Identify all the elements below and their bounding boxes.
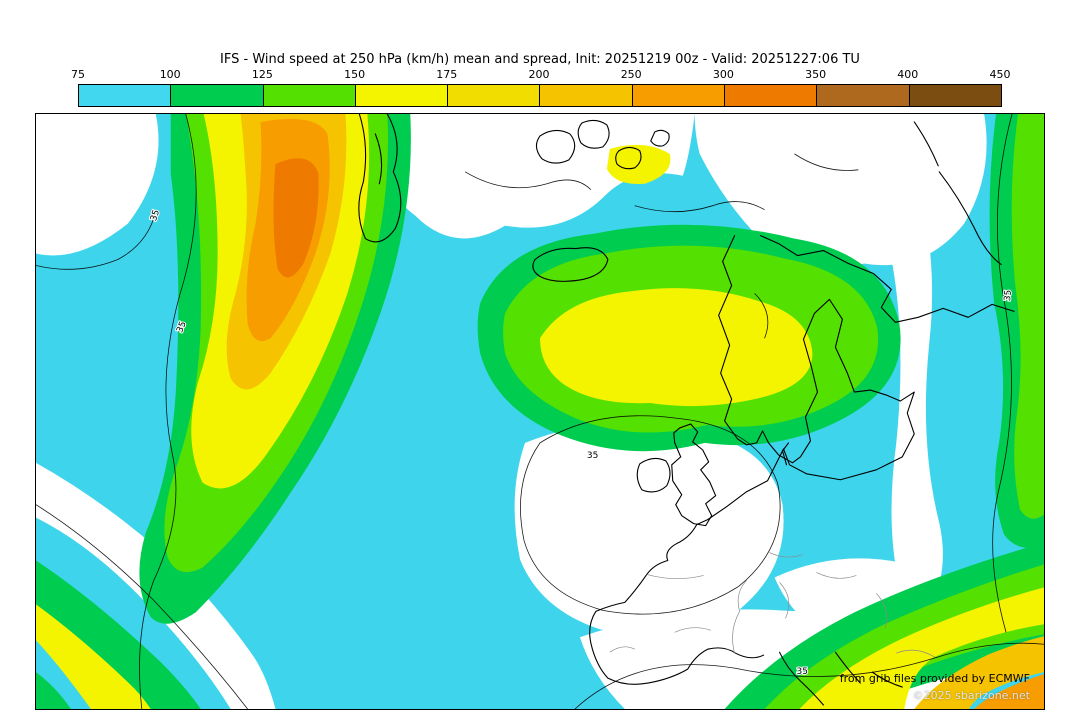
coastline-layer bbox=[358, 114, 1015, 706]
colorbar-tick: 150 bbox=[344, 68, 366, 81]
colorbar-tick: 75 bbox=[71, 68, 85, 81]
wind-fill-layer bbox=[36, 114, 1044, 709]
map-frame: 35 35 35 35 35 from grib files provided … bbox=[35, 113, 1045, 710]
colorbar-tick: 300 bbox=[712, 68, 734, 81]
credits-line-2: ©2025 sbarizone.net bbox=[912, 689, 1030, 702]
contour-labels: 35 35 35 35 35 bbox=[148, 208, 1015, 678]
colorbar-cell bbox=[540, 85, 633, 106]
colorbar-tick: 400 bbox=[897, 68, 919, 81]
contour-line-layer bbox=[36, 114, 1044, 709]
map-svg: 35 35 35 35 35 bbox=[36, 114, 1044, 709]
colorbar-tick: 100 bbox=[159, 68, 181, 81]
colorbar-cell bbox=[171, 85, 264, 106]
colorbar-cell bbox=[448, 85, 541, 106]
colorbar-cell bbox=[817, 85, 910, 106]
contour-label: 35 bbox=[1003, 289, 1014, 301]
contour-label: 35 bbox=[149, 209, 162, 223]
colorbar-tick: 125 bbox=[251, 68, 273, 81]
colorbar-tick: 175 bbox=[436, 68, 458, 81]
colorbar-cell bbox=[632, 85, 726, 106]
colorbar-cell bbox=[725, 85, 818, 106]
colorbar-scale bbox=[78, 84, 1002, 107]
colorbar-tick: 350 bbox=[805, 68, 827, 81]
page-title: IFS - Wind speed at 250 hPa (km/h) mean … bbox=[220, 52, 860, 67]
colorbar-ticks: 75 100 125 150 175 200 250 300 350 400 450 bbox=[71, 68, 1011, 81]
colorbar-cell bbox=[79, 85, 172, 106]
credits-line-1: from grib files provided by ECMWF bbox=[839, 672, 1030, 685]
colorbar-tick: 250 bbox=[620, 68, 642, 81]
contour-label: 35 bbox=[587, 451, 598, 461]
colorbar-cell bbox=[355, 85, 449, 106]
contour-label: 35 bbox=[796, 667, 807, 677]
colorbar-cell bbox=[909, 85, 1001, 106]
colorbar-tick: 450 bbox=[989, 68, 1011, 81]
colorbar-cell bbox=[263, 85, 356, 106]
border-layer bbox=[609, 552, 937, 659]
colorbar-tick: 200 bbox=[528, 68, 550, 81]
